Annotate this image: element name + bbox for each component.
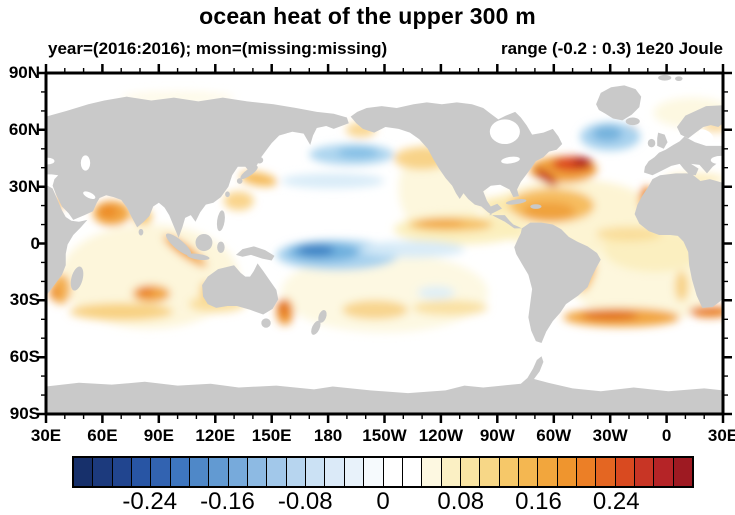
lon-tick-label: 120E xyxy=(195,426,236,445)
colorbar-tick-label: -0.16 xyxy=(200,488,255,515)
lon-tick-label: 150W xyxy=(362,426,407,445)
lat-tick-label: 60S xyxy=(9,347,40,367)
lon-tick-label: 30W xyxy=(592,426,628,445)
lon-tick-label: 30E xyxy=(30,426,62,445)
colorbar-cell xyxy=(479,458,499,486)
land-taiwan xyxy=(225,191,230,198)
land-hokkaido xyxy=(255,156,264,164)
subtitle-left: year=(2016:2016); mon=(missing:missing) xyxy=(48,39,388,58)
land-iceland xyxy=(625,117,640,126)
land-svalbard-east xyxy=(675,76,683,82)
colorbar-cell xyxy=(672,458,692,486)
colorbar-cell xyxy=(382,458,402,486)
lon-tick-label: 120W xyxy=(418,426,464,445)
land-kyushu xyxy=(236,178,243,184)
lat-tick-label: 0 xyxy=(30,233,40,253)
colorbar-cell xyxy=(363,458,383,486)
lat-tick-label: 90S xyxy=(9,404,40,423)
subtitle-right: range (-0.2 : 0.3) 1e20 Joule xyxy=(500,39,723,58)
colorbar-cell xyxy=(227,458,248,486)
hudson-bay xyxy=(489,119,520,145)
lat-tick-label: 60N xyxy=(8,119,40,139)
colorbar-cell xyxy=(440,458,460,486)
land-sulawesi xyxy=(217,241,225,253)
colorbar-cell xyxy=(305,458,325,486)
land-sri-lanka xyxy=(138,228,144,236)
colorbar-cell xyxy=(131,458,151,486)
colorbar-cell xyxy=(343,458,364,486)
colorbar-cell xyxy=(189,458,209,486)
caspian-sea xyxy=(80,155,91,171)
colorbar-tick-label: 0.24 xyxy=(592,488,640,515)
colorbar-cell xyxy=(285,458,306,486)
plot-title: ocean heat of the upper 300 m xyxy=(199,3,536,29)
colorbar-tick-label: 0.16 xyxy=(515,488,562,515)
colorbar-cell xyxy=(595,458,615,486)
lat-tick-label: 30S xyxy=(9,290,40,310)
colorbar-cell xyxy=(266,458,286,486)
colorbar-cell xyxy=(575,458,596,486)
lon-tick-label: 90W xyxy=(479,426,515,445)
colorbar-cell xyxy=(517,458,538,486)
colorbar-cell xyxy=(459,458,480,486)
colorbar-cell xyxy=(614,458,634,486)
colorbar-cell xyxy=(150,458,170,486)
colorbar-cell xyxy=(421,458,441,486)
colorbar-cell xyxy=(653,458,673,486)
colorbar-cell xyxy=(498,458,518,486)
lon-tick-label: 180 xyxy=(313,426,343,445)
land-hispaniola xyxy=(530,204,542,209)
land-svalbard xyxy=(658,74,672,81)
colorbar-cell xyxy=(633,458,654,486)
colorbar-cell xyxy=(401,458,422,486)
lon-tick-label: 60W xyxy=(536,426,572,445)
colorbar-tick-label: -0.24 xyxy=(122,488,178,515)
colorbar-cell xyxy=(92,458,112,486)
land-borneo xyxy=(195,234,213,252)
colorbar-cell xyxy=(324,458,344,486)
lat-tick-label: 90N xyxy=(8,63,40,82)
colorbar-cell xyxy=(537,458,557,486)
colorbar-cell xyxy=(111,458,132,486)
colorbar-tick-label: 0.08 xyxy=(437,488,485,515)
lon-tick-label: 30E xyxy=(707,426,735,445)
colorbar-cells xyxy=(72,456,694,488)
land-tasmania xyxy=(261,318,271,328)
lon-tick-label: 60E xyxy=(87,426,118,445)
land-ireland xyxy=(647,138,656,148)
lon-tick-label: 150E xyxy=(251,426,292,445)
colorbar-tick-label: 0 xyxy=(376,488,390,515)
colorbar-cell xyxy=(247,458,267,486)
map-canvas xyxy=(46,73,723,414)
lat-tick-label: 30N xyxy=(8,176,40,196)
colorbar-cell xyxy=(74,458,93,486)
colorbar-cell xyxy=(556,458,576,486)
colorbar-cell xyxy=(208,458,228,486)
colorbar-tick-label: -0.08 xyxy=(277,488,333,515)
colorbar-cell xyxy=(169,458,190,486)
lon-tick-label: 0 xyxy=(661,426,672,445)
lon-tick-label: 90E xyxy=(143,426,174,445)
